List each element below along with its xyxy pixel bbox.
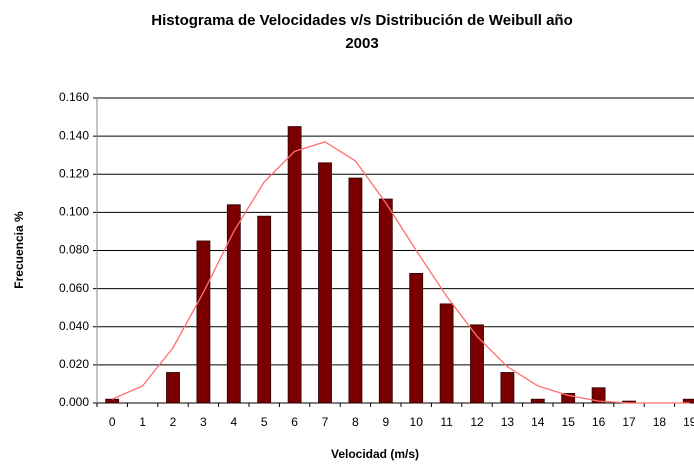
chart-title: 2003: [345, 35, 378, 52]
x-tick-label: 10: [410, 415, 424, 429]
x-tick-label: 19: [683, 415, 694, 429]
bar: [318, 162, 332, 404]
x-tick-label: 0: [109, 415, 116, 429]
y-tick-label: 0.080: [59, 243, 89, 257]
y-tick-label: 0.160: [59, 90, 89, 104]
weibull-line: [111, 141, 690, 404]
y-tick-label: 0.020: [59, 357, 89, 371]
x-tick-label: 17: [622, 415, 636, 429]
bar: [166, 372, 180, 404]
x-tick-label: 14: [531, 415, 545, 429]
x-tick-label: 8: [352, 415, 359, 429]
bar: [530, 398, 545, 404]
bar: [409, 272, 424, 404]
bar: [470, 324, 484, 404]
bar: [196, 240, 211, 404]
x-tick-label: 2: [170, 415, 177, 429]
x-tick-label: 3: [200, 415, 207, 429]
y-tick-label: 0.100: [59, 205, 89, 219]
x-tick-label: 5: [261, 415, 268, 429]
x-tick-label: 4: [230, 415, 237, 429]
x-axis-title: Velocidad (m/s): [331, 447, 419, 461]
x-tick-label: 1: [139, 415, 146, 429]
y-tick-label: 0.060: [59, 281, 89, 295]
y-tick-label: 0.040: [59, 319, 89, 333]
y-tick-label: 0.140: [59, 128, 89, 142]
x-tick-label: 6: [291, 415, 298, 429]
x-tick-label: 13: [501, 415, 515, 429]
x-tick-label: 15: [562, 415, 576, 429]
y-tick-label: 0.120: [59, 166, 89, 180]
x-tick-label: 12: [470, 415, 484, 429]
bar: [348, 177, 363, 404]
y-tick-label: 0.000: [59, 395, 89, 409]
x-tick-label: 7: [322, 415, 329, 429]
bar: [105, 398, 120, 404]
x-tick-label: 16: [592, 415, 606, 429]
bar: [591, 387, 606, 404]
x-tick-label: 11: [440, 415, 453, 429]
bar: [257, 215, 272, 404]
bar: [561, 393, 576, 404]
x-tick-label: 18: [653, 415, 667, 429]
bar: [439, 303, 454, 404]
x-tick-label: 9: [382, 415, 389, 429]
bar: [226, 204, 241, 404]
bar: [500, 372, 515, 404]
bar: [378, 198, 393, 404]
chart-title: Histograma de Velocidades v/s Distribuci…: [151, 12, 573, 29]
bar: [287, 126, 302, 404]
y-axis-title: Frecuencia %: [12, 211, 26, 289]
